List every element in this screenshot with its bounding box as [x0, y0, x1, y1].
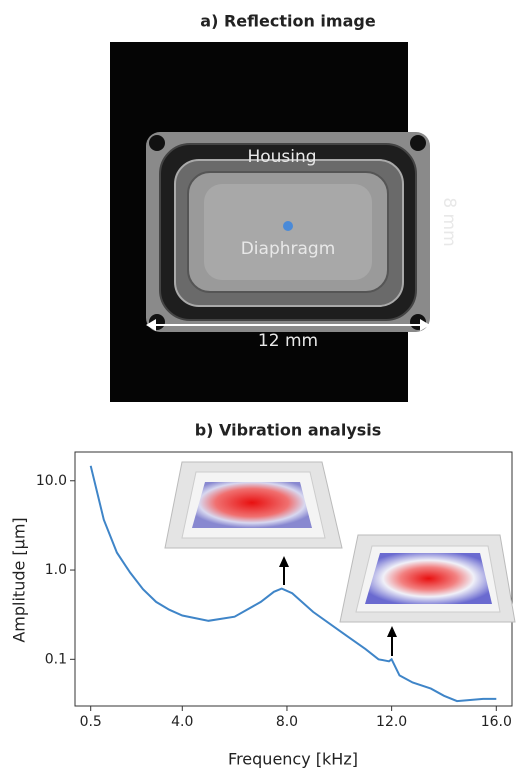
housing-label: Housing: [247, 147, 316, 167]
height-label: 8 mm: [439, 197, 459, 246]
chart-title: b) Vibration analysis: [195, 421, 382, 440]
width-label: 12 mm: [258, 331, 318, 351]
y-axis-label: Amplitude [µm]: [10, 517, 29, 642]
mode-shape-insets: [164, 461, 516, 656]
y-tick-label: 0.1: [45, 651, 67, 667]
x-tick-label: 12.0: [376, 714, 407, 730]
y-tick-label: 1.0: [45, 562, 67, 578]
plot-area: 0.1 1.0 10.0 0.5 4.0 8.0 12.0 16.0: [36, 451, 513, 730]
x-tick-label: 0.5: [80, 714, 102, 730]
y-tick-label: 10.0: [36, 473, 67, 489]
panel-a-title: a) Reflection image: [200, 12, 376, 31]
x-tick-label: 8.0: [276, 714, 298, 730]
reflection-image: Housing Diaphragm 8 mm 12 mm: [110, 42, 459, 402]
diaphragm-label: Diaphragm: [241, 239, 336, 259]
x-tick-label: 4.0: [171, 714, 193, 730]
amplitude-line: [89, 465, 497, 703]
x-axis-label: Frequency [kHz]: [228, 750, 358, 769]
x-tick-label: 16.0: [481, 714, 512, 730]
axes-frame: [74, 451, 513, 707]
